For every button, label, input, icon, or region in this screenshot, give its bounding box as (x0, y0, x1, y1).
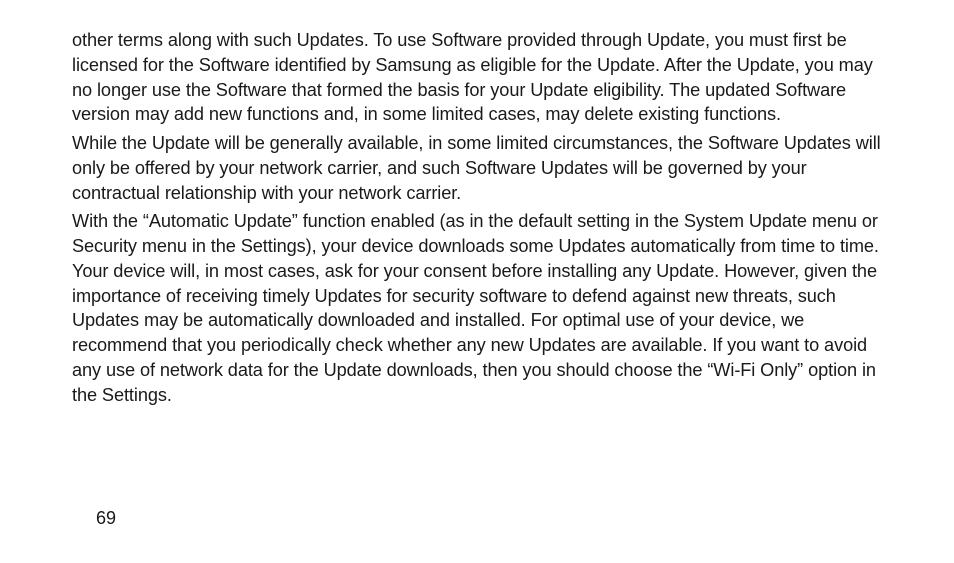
paragraph: While the Update will be generally avail… (72, 131, 882, 205)
page-number: 69 (96, 508, 116, 529)
paragraph: With the “Automatic Update” function ena… (72, 209, 882, 407)
body-text-container: other terms along with such Updates. To … (72, 28, 882, 407)
document-page: other terms along with such Updates. To … (0, 0, 954, 563)
paragraph: other terms along with such Updates. To … (72, 28, 882, 127)
